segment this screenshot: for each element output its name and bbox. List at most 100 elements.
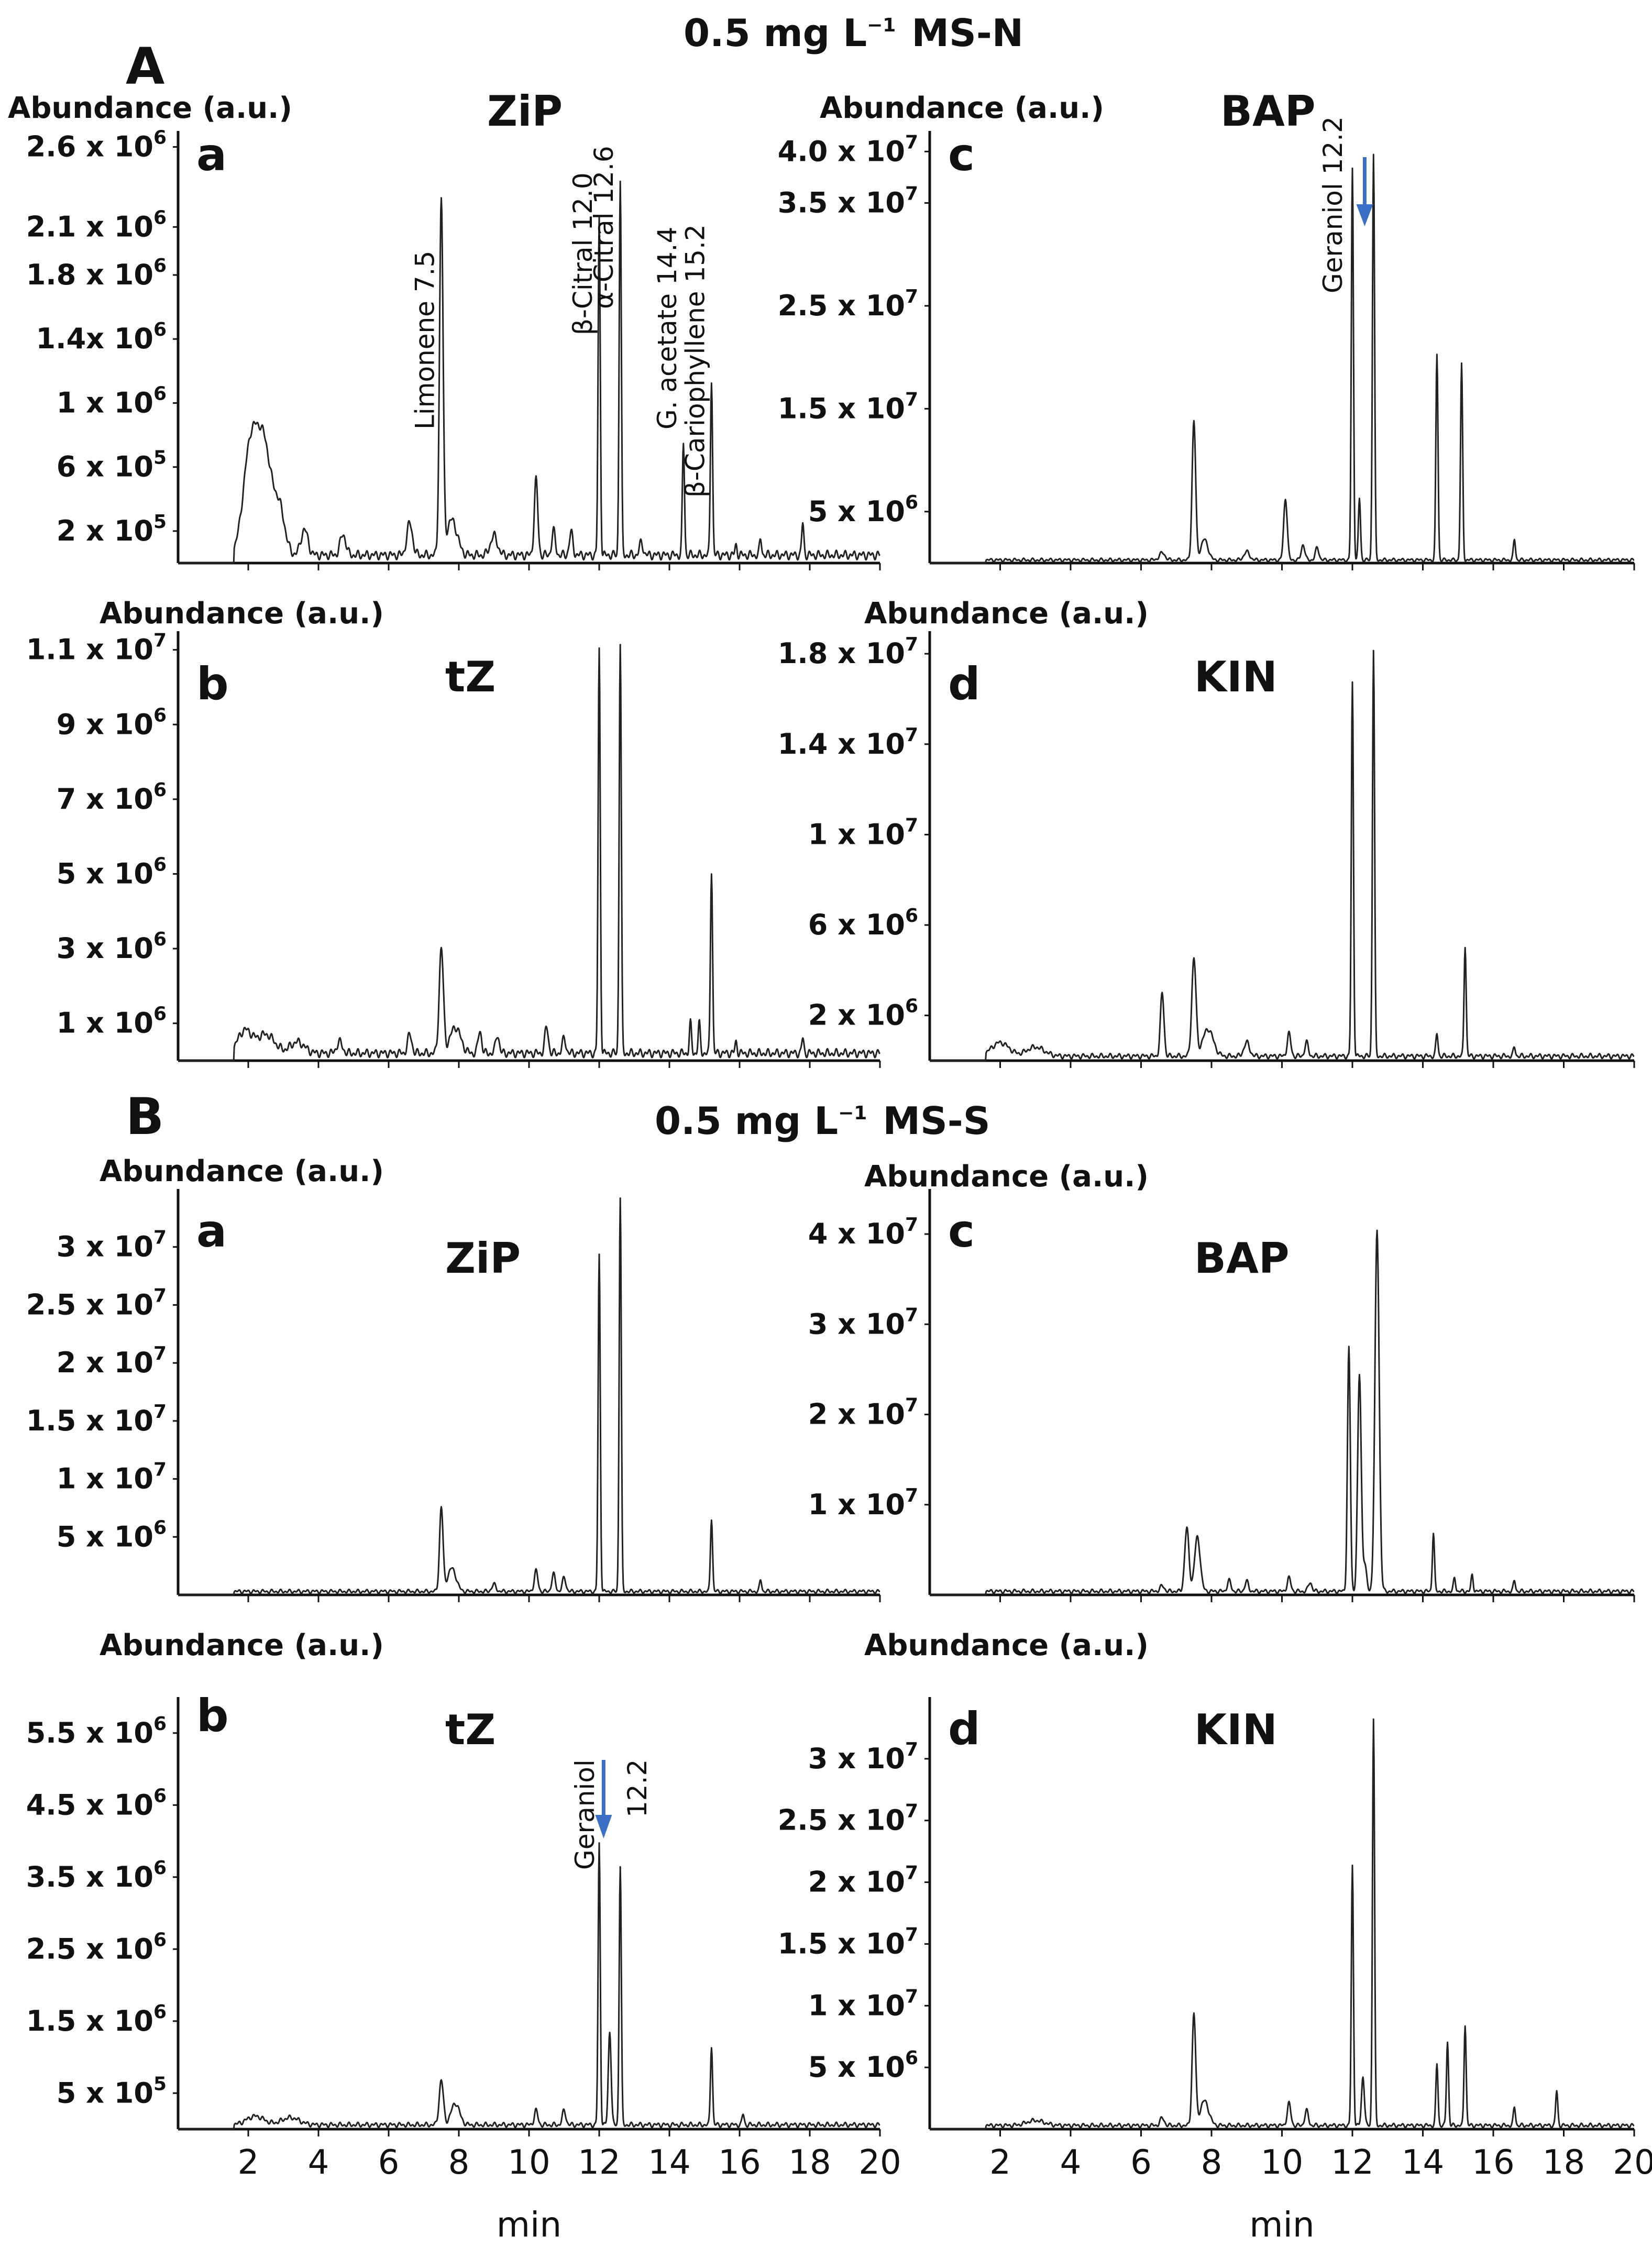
y-tick-label: 2.5 x 106	[26, 1929, 167, 1965]
peak-annotation: Geraniol	[570, 1759, 600, 1870]
y-tick-label: 3.5 x 106	[26, 1857, 167, 1893]
panel-letter: a	[196, 129, 227, 181]
y-axis-label: Abundance (a.u.)	[864, 597, 1149, 631]
y-tick-label: 5.5 x 106	[26, 1713, 167, 1749]
section-b-condition: 0.5 mg L−1 MS-S	[655, 1099, 990, 1143]
chromatogram-trace	[178, 1843, 880, 2129]
panel-letter: b	[196, 658, 229, 710]
panel-letter: c	[948, 129, 975, 181]
chromatogram-panel-b-d: Abundance (a.u.) d KIN 5 x 106 1 x 107 1.5 x …	[778, 1628, 1652, 2245]
y-tick-label: 1.5 x 107	[778, 1924, 918, 1960]
x-tick-label: 16	[718, 2143, 761, 2182]
panel-letter: c	[948, 1205, 975, 1258]
chromatogram-panel-a-a: Abundance (a.u.) a ZiP 2 x 105 6 x 105 1 x 10…	[8, 87, 880, 570]
peak-annotation: Geraniol 12.2	[1318, 116, 1348, 293]
y-axis-label: Abundance (a.u.)	[100, 1628, 384, 1662]
y-tick-label: 5 x 106	[808, 492, 918, 528]
chromatogram-trace	[178, 181, 880, 563]
y-tick-label: 6 x 106	[808, 905, 918, 941]
y-tick-label: 1 x 106	[57, 383, 167, 419]
y-tick-label: 1.4 x 107	[778, 724, 918, 761]
y-tick-label: 1 x 107	[808, 814, 918, 851]
y-axis-label: Abundance (a.u.)	[100, 597, 384, 631]
x-tick-label: 14	[648, 2143, 690, 2182]
x-tick-label: 20	[1613, 2143, 1652, 2182]
panel-letter: a	[196, 1205, 227, 1258]
section-letter-a: A	[126, 37, 164, 96]
y-tick-label: 2.5 x 107	[778, 286, 918, 322]
chromatogram-panel-a-d: Abundance (a.u.) d KIN 2 x 106 6 x 106 1 x 10…	[778, 597, 1634, 1068]
y-tick-label: 5 x 106	[57, 854, 167, 890]
chromatogram-trace	[930, 1230, 1634, 1595]
y-tick-label: 1.5 x 107	[778, 389, 918, 425]
peak-annotation: 12.2	[622, 1759, 653, 1818]
y-tick-label: 2.5 x 107	[26, 1285, 167, 1321]
y-tick-label: 3.5 x 107	[778, 183, 918, 219]
chromatogram-panel-b-c: Abundance (a.u.) c BAP 1 x 107 2 x 107 3 x 10…	[808, 1160, 1634, 1602]
x-tick-label: 8	[1201, 2143, 1223, 2182]
x-tick-label: 6	[1130, 2143, 1152, 2182]
y-axis-label: Abundance (a.u.)	[864, 1628, 1149, 1662]
y-tick-label: 1.5 x 106	[26, 2001, 167, 2037]
peak-annotation: G. acetate 14.4	[652, 227, 682, 429]
y-tick-label: 2 x 107	[808, 1395, 918, 1431]
y-tick-label: 7 x 106	[57, 779, 167, 816]
y-tick-label: 5 x 105	[57, 2073, 167, 2109]
chromatogram-panels: Abundance (a.u.) a ZiP 2 x 105 6 x 105 1 x 10…	[8, 87, 1652, 2245]
panel-title: BAP	[1220, 87, 1316, 136]
panel-letter: d	[948, 1703, 981, 1755]
x-tick-label: 18	[1543, 2143, 1585, 2182]
y-tick-label: 1 x 107	[808, 1986, 918, 2022]
y-tick-label: 3 x 107	[808, 1304, 918, 1340]
peak-annotation: α-Citral 12.6	[589, 146, 619, 309]
y-tick-label: 2 x 105	[57, 511, 167, 547]
y-tick-label: 1.8 x 106	[26, 255, 167, 291]
x-tick-label: 4	[308, 2143, 329, 2182]
x-tick-label: 10	[508, 2143, 550, 2182]
chromatogram-panel-b-a: Abundance (a.u.)aZiP5 x 1061 x 1071.5 x …	[26, 1154, 880, 1602]
panel-letter: d	[948, 658, 981, 710]
y-axis-label: Abundance (a.u.)	[864, 1160, 1149, 1194]
figure-canvas: A 0.5 mg L−1 MS-N B 0.5 mg L−1 MS-S Abunda…	[0, 0, 1652, 2258]
y-tick-label: 1 x 107	[808, 1485, 918, 1521]
y-tick-label: 2 x 106	[808, 996, 918, 1032]
y-tick-label: 4.0 x 107	[778, 131, 918, 168]
geraniol-arrowhead	[1356, 204, 1373, 226]
x-axis-title: min	[1249, 2205, 1314, 2245]
y-tick-label: 1 x 106	[57, 1004, 167, 1040]
chromatogram-trace	[930, 1719, 1634, 2129]
section-a-condition: 0.5 mg L−1 MS-N	[684, 11, 1023, 55]
y-tick-label: 1.4x 106	[36, 319, 167, 355]
y-tick-label: 9 x 106	[57, 704, 167, 741]
x-tick-label: 4	[1060, 2143, 1082, 2182]
x-tick-label: 10	[1261, 2143, 1303, 2182]
x-tick-label: 16	[1472, 2143, 1514, 2182]
x-tick-label: 20	[858, 2143, 901, 2182]
panel-title: tZ	[445, 653, 495, 701]
x-tick-label: 18	[788, 2143, 831, 2182]
x-tick-label: 12	[1331, 2143, 1373, 2182]
y-tick-label: 1.5 x 107	[26, 1401, 167, 1437]
panel-title: KIN	[1194, 1705, 1277, 1754]
section-letter-b: B	[126, 1087, 164, 1146]
x-tick-label: 14	[1402, 2143, 1444, 2182]
y-tick-label: 2.1 x 106	[26, 207, 167, 243]
x-tick-label: 12	[578, 2143, 620, 2182]
panel-title: ZiP	[445, 1234, 521, 1283]
y-tick-label: 6 x 105	[57, 447, 167, 483]
y-tick-label: 2.6 x 106	[26, 127, 167, 163]
peak-annotation: Limonene 7.5	[410, 251, 440, 429]
y-tick-label: 5 x 106	[808, 2047, 918, 2084]
y-tick-label: 2 x 107	[808, 1863, 918, 1899]
y-axis-label: Abundance (a.u.)	[8, 91, 292, 125]
x-tick-label: 2	[238, 2143, 259, 2182]
panel-letter: b	[196, 1690, 229, 1742]
y-tick-label: 2 x 107	[57, 1343, 167, 1379]
x-tick-label: 6	[378, 2143, 400, 2182]
y-tick-label: 3 x 107	[808, 1739, 918, 1775]
y-tick-label: 4 x 107	[808, 1214, 918, 1250]
chromatogram-trace	[178, 1198, 880, 1595]
y-tick-label: 1.8 x 107	[778, 634, 918, 670]
y-tick-label: 2.5 x 107	[778, 1801, 918, 1837]
y-tick-label: 1 x 107	[57, 1459, 167, 1495]
